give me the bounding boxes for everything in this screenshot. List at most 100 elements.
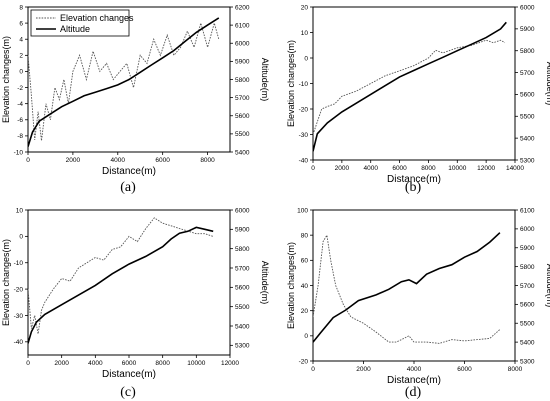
x-tick-label: 0	[311, 366, 315, 373]
y-left-tick-label: 80	[301, 232, 309, 239]
y-left-axis-label: Elevation changes(m)	[1, 36, 11, 123]
y-right-tick-label: 5300	[520, 157, 535, 164]
y-left-tick-label: 10	[301, 30, 309, 37]
y-right-tick-label: 5600	[520, 302, 535, 309]
y-left-tick-label: 0	[19, 234, 23, 241]
y-left-tick-label: -30	[299, 132, 309, 139]
y-left-axis-label: Elevation changes(m)	[286, 40, 296, 127]
y-right-axis-label: Altitude(m)	[545, 62, 550, 106]
x-tick-label: 4000	[363, 165, 378, 172]
y-left-tick-label: -40	[14, 339, 24, 346]
y-left-tick-label: -2	[17, 85, 23, 92]
plot-frame	[312, 6, 516, 161]
y-left-tick-label: 20	[301, 4, 309, 11]
x-tick-label: 10000	[187, 360, 205, 367]
x-tick-label: 6000	[392, 165, 407, 172]
y-right-tick-label: 5500	[235, 304, 250, 311]
y-left-tick-label: -20	[299, 358, 309, 365]
x-tick-label: 8000	[421, 165, 436, 172]
y-right-tick-label: 5500	[235, 131, 250, 138]
y-left-tick-label: 10	[16, 207, 24, 214]
x-tick-label: 0	[26, 157, 30, 164]
x-tick-label: 0	[311, 165, 315, 172]
y-right-tick-label: 5700	[235, 265, 250, 272]
panel-label: (c)	[120, 385, 136, 400]
altitude-line	[313, 232, 501, 343]
y-right-tick-label: 5600	[235, 285, 250, 292]
y-right-tick-label: 6200	[235, 4, 250, 11]
y-left-tick-label: 100	[297, 207, 308, 214]
panel-d: 0 2000 4000 6000 8000-2002040608010053005400…	[286, 207, 550, 400]
panel-label: (a)	[120, 180, 136, 195]
altitude-line	[28, 17, 220, 147]
y-right-tick-label: 5900	[235, 227, 250, 234]
y-left-tick-label: -10	[14, 149, 24, 156]
plot-frame	[27, 209, 231, 356]
legend-entry: Elevation changes	[60, 13, 134, 23]
x-tick-label: 6000	[122, 360, 137, 367]
y-left-tick-label: 40	[301, 283, 309, 290]
x-tick-label: 8000	[508, 366, 523, 373]
x-tick-label: 6000	[155, 157, 170, 164]
y-right-tick-label: 5900	[520, 26, 535, 33]
y-left-tick-label: 4	[19, 37, 23, 44]
panel-a: 0 2000 4000 6000 8000 -10 -8 -6 -4 -2 0 2 4 6 8 5400 550…	[1, 4, 270, 195]
y-right-tick-label: 5800	[520, 264, 535, 271]
y-right-tick-label: 5800	[520, 48, 535, 55]
y-right-tick-label: 5800	[235, 246, 250, 253]
x-tick-label: 8000	[155, 360, 170, 367]
y-right-tick-label: 5700	[235, 95, 250, 102]
x-axis-label: Distance(m)	[102, 369, 156, 380]
y-right-tick-label: 6000	[235, 41, 250, 48]
y-right-tick-label: 5400	[235, 149, 250, 156]
plot-frame	[312, 209, 516, 362]
y-right-tick-label: 6100	[235, 22, 250, 29]
y-left-tick-label: 0	[19, 69, 23, 76]
elevation-changes-line	[313, 233, 501, 344]
y-right-tick-label: 6000	[520, 226, 535, 233]
y-right-tick-label: 5400	[235, 323, 250, 330]
y-left-tick-label: -20	[14, 286, 24, 293]
y-left-tick-label: 8	[19, 4, 23, 11]
y-left-tick-label: -4	[17, 101, 23, 108]
y-left-tick-label: 20	[301, 308, 309, 315]
y-right-tick-label: 5600	[520, 92, 535, 99]
x-axis-label: Distance(m)	[102, 166, 156, 177]
y-right-axis-label: Altitude(m)	[545, 264, 550, 308]
y-right-tick-label: 5400	[520, 135, 535, 142]
y-right-tick-label: 5300	[520, 358, 535, 365]
y-right-axis-label: Altitude(m)	[260, 58, 270, 102]
x-tick-label: 8000	[200, 157, 215, 164]
y-left-tick-label: -30	[14, 313, 24, 320]
y-left-axis-label: Elevation changes(m)	[1, 239, 11, 326]
x-tick-label: 2000	[356, 366, 371, 373]
y-right-axis-label: Altitude(m)	[260, 261, 270, 305]
x-axis-label: Distance(m)	[387, 375, 441, 386]
y-right-tick-label: 6000	[235, 207, 250, 214]
altitude-line	[28, 226, 214, 344]
y-left-tick-label: 60	[301, 258, 309, 265]
y-right-tick-label: 5800	[235, 77, 250, 84]
y-right-tick-label: 5300	[235, 343, 250, 350]
x-tick-label: 6000	[457, 366, 472, 373]
y-left-axis-label: Elevation changes(m)	[286, 242, 296, 329]
y-left-tick-label: 0	[304, 55, 308, 62]
x-tick-label: 2000	[54, 360, 69, 367]
y-right-tick-label: 5500	[520, 321, 535, 328]
y-right-tick-label: 5500	[520, 114, 535, 121]
x-tick-label: 4000	[407, 366, 422, 373]
x-tick-label: 10000	[448, 165, 466, 172]
x-tick-label: 2000	[335, 165, 350, 172]
y-right-tick-label: 5700	[520, 283, 535, 290]
elevation-changes-line	[313, 39, 506, 135]
panel-label: (b)	[405, 180, 422, 195]
y-left-tick-label: -10	[14, 260, 24, 267]
elevation-changes-line	[28, 21, 220, 141]
y-right-tick-label: 6100	[520, 207, 535, 214]
y-left-tick-label: 6	[19, 20, 23, 27]
y-left-tick-label: -20	[299, 106, 309, 113]
y-right-tick-label: 5900	[235, 59, 250, 66]
x-tick-label: 4000	[111, 157, 126, 164]
legend-box	[30, 9, 130, 37]
